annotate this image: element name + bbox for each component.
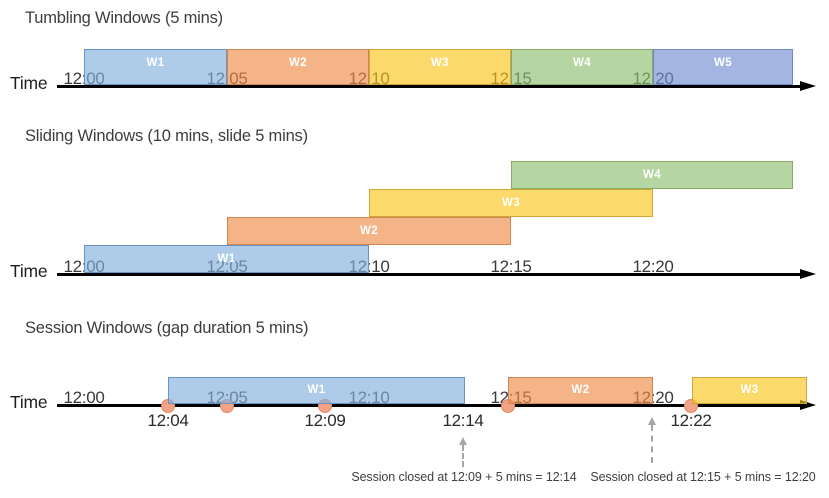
window-bar-w3: W3 — [369, 189, 653, 217]
window-label: W4 — [642, 169, 662, 181]
axis-arrow-icon — [800, 269, 816, 279]
tick-label: 12:15 — [490, 257, 532, 276]
window-label: W3 — [501, 197, 521, 209]
callout-text: Session closed at 12:09 + 5 mins = 12:14 — [351, 470, 577, 484]
window-label: W5 — [713, 57, 733, 69]
window-label: W1 — [217, 253, 236, 265]
window-label: W2 — [571, 383, 590, 396]
window-label: W3 — [740, 383, 759, 396]
callout-arrow-icon — [459, 437, 467, 445]
window-bar-w4: W4 — [511, 161, 793, 189]
callout-arrow-shaft — [462, 445, 464, 467]
window-bar-w3: W3 — [369, 49, 511, 85]
event-time-label: 12:22 — [670, 411, 712, 430]
callout-text: Session closed at 12:15 + 5 mins = 12:20 — [590, 470, 816, 484]
event-time-label: 12:14 — [442, 411, 484, 430]
time-axis-label: Time — [10, 261, 48, 281]
tick-label: 12:20 — [632, 257, 674, 276]
axis-arrow-icon — [800, 81, 816, 91]
tick-label: 12:00 — [63, 388, 105, 407]
time-axis — [57, 404, 801, 407]
window-bar-w1: W1 — [168, 377, 465, 404]
axis-arrow-icon — [800, 400, 816, 410]
window-label: W4 — [572, 57, 592, 69]
window-bar-w4: W4 — [511, 49, 653, 85]
section-title: Sliding Windows (10 mins, slide 5 mins) — [25, 127, 308, 145]
time-axis-label: Time — [10, 392, 48, 412]
section-title: Session Windows (gap duration 5 mins) — [25, 319, 309, 337]
section-title: Tumbling Windows (5 mins) — [25, 9, 223, 27]
callout-arrow-shaft — [651, 425, 653, 463]
window-bar-w3: W3 — [692, 377, 807, 404]
window-label: W1 — [146, 57, 165, 69]
window-bar-w2: W2 — [227, 217, 511, 245]
window-bar-w5: W5 — [653, 49, 793, 85]
window-bar-w1: W1 — [84, 49, 227, 85]
event-time-label: 12:04 — [147, 411, 189, 430]
window-bar-w1: W1 — [84, 245, 369, 273]
window-label: W1 — [307, 383, 326, 396]
callout-arrow-icon — [648, 417, 656, 425]
window-label: W2 — [288, 57, 308, 69]
time-axis — [57, 85, 801, 88]
window-label: W3 — [430, 57, 450, 69]
window-bar-w2: W2 — [508, 377, 653, 404]
window-bar-w2: W2 — [227, 49, 369, 85]
time-axis — [57, 273, 801, 276]
window-label: W2 — [359, 225, 379, 237]
event-time-label: 12:09 — [304, 411, 346, 430]
time-axis-label: Time — [10, 73, 48, 93]
